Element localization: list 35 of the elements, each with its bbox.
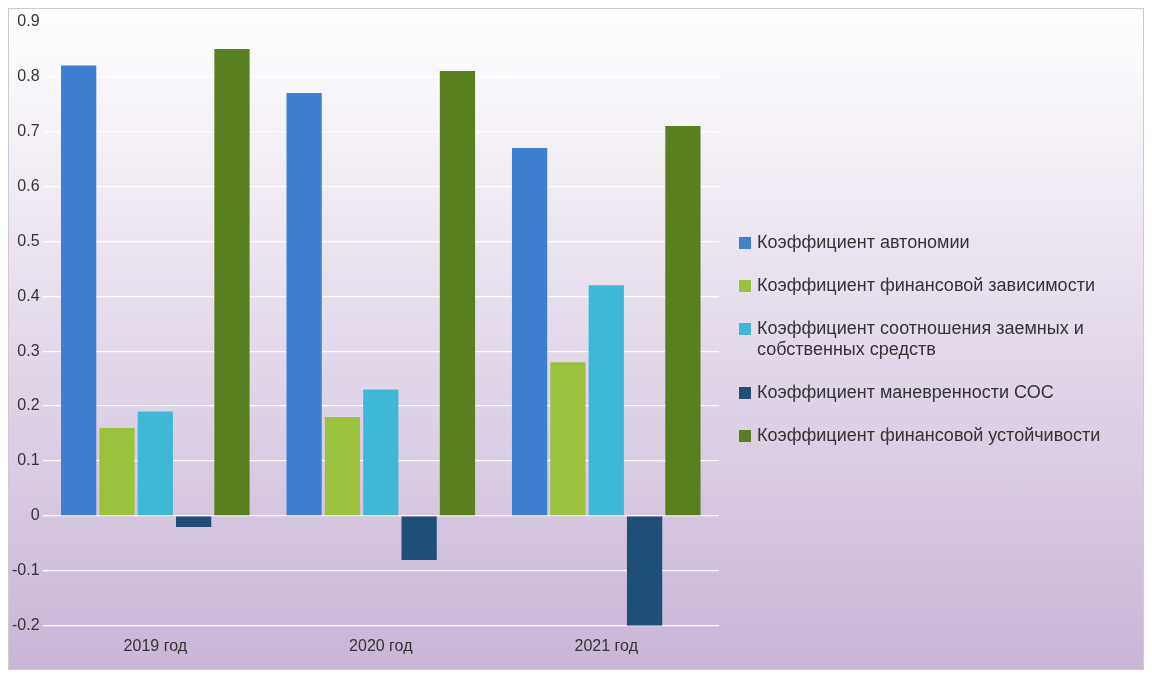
x-tick-label: 2021 год — [574, 636, 639, 654]
legend-label: Коэффициент соотношения заемных и собственных средств — [757, 318, 1085, 360]
bar — [550, 362, 586, 516]
bar — [588, 285, 624, 516]
y-tick-label: 0.4 — [17, 286, 40, 304]
bar — [324, 417, 361, 516]
bar — [99, 428, 135, 516]
y-tick-label: 0.9 — [17, 12, 40, 30]
bar — [439, 71, 476, 516]
y-tick-label: -0.2 — [11, 616, 40, 634]
legend-label: Коэффициент финансовой зависимости — [757, 275, 1095, 296]
x-tick-label: 2020 год — [349, 636, 414, 654]
y-tick-label: -0.1 — [11, 561, 40, 579]
bar — [214, 49, 250, 516]
y-tick-label: 0.5 — [17, 231, 40, 249]
bar — [137, 411, 173, 516]
legend-label: Коэффициент маневренности СОС — [757, 382, 1054, 403]
legend-label: Коэффициент автономии — [757, 232, 970, 253]
bar — [511, 147, 548, 516]
y-tick-label: 0.2 — [17, 396, 40, 414]
legend-label: Коэффициент финансовой устойчивости — [757, 425, 1101, 446]
bar — [363, 389, 399, 516]
y-tick-label: 0.7 — [17, 121, 40, 139]
x-tick-label: 2019 год — [123, 636, 188, 654]
bar — [286, 93, 322, 516]
y-tick-label: 0.3 — [17, 341, 40, 359]
bar — [665, 125, 701, 516]
bar — [61, 65, 97, 516]
y-tick-label: 0.8 — [17, 66, 40, 84]
bar — [626, 516, 663, 626]
y-tick-label: 0 — [30, 506, 40, 524]
bar — [176, 516, 212, 527]
y-tick-label: 0.6 — [17, 176, 40, 194]
bar — [401, 516, 437, 560]
y-tick-label: 0.1 — [17, 451, 40, 469]
